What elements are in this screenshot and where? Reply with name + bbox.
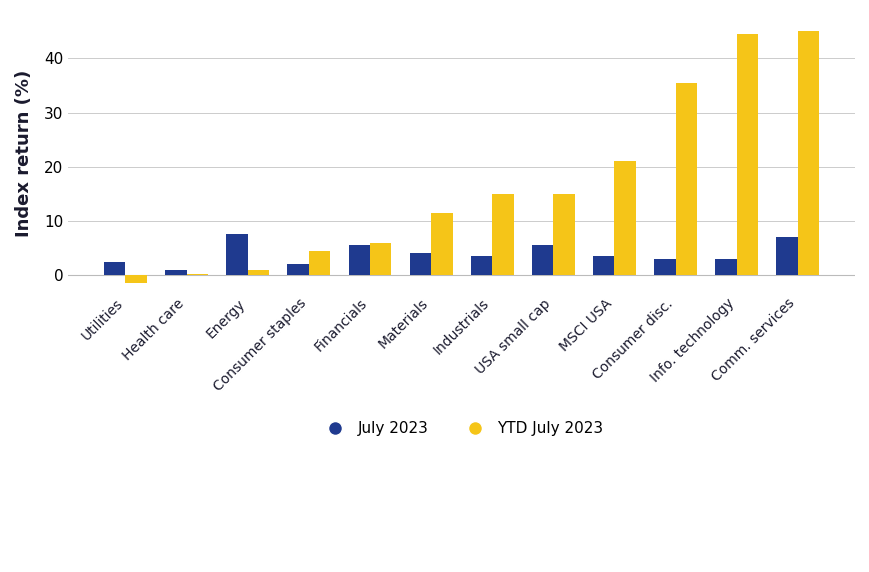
Legend: July 2023, YTD July 2023: July 2023, YTD July 2023 (313, 415, 609, 442)
Y-axis label: Index return (%): Index return (%) (15, 70, 33, 237)
Bar (409, 253, 431, 275)
Bar (593, 256, 614, 275)
Bar (348, 245, 369, 275)
Bar (431, 213, 452, 275)
Bar (125, 275, 147, 283)
Bar (531, 245, 553, 275)
Bar (653, 259, 675, 275)
Bar (248, 270, 269, 275)
Bar (714, 259, 736, 275)
Bar (553, 194, 574, 275)
Bar (226, 235, 248, 275)
Bar (675, 83, 696, 275)
Bar (492, 194, 513, 275)
Bar (797, 31, 819, 275)
Bar (308, 251, 330, 275)
Bar (614, 161, 635, 275)
Bar (470, 256, 492, 275)
Bar (736, 34, 757, 275)
Bar (165, 270, 187, 275)
Bar (104, 261, 125, 275)
Bar (187, 273, 208, 275)
Bar (369, 243, 391, 275)
Bar (287, 264, 308, 275)
Bar (775, 237, 797, 275)
